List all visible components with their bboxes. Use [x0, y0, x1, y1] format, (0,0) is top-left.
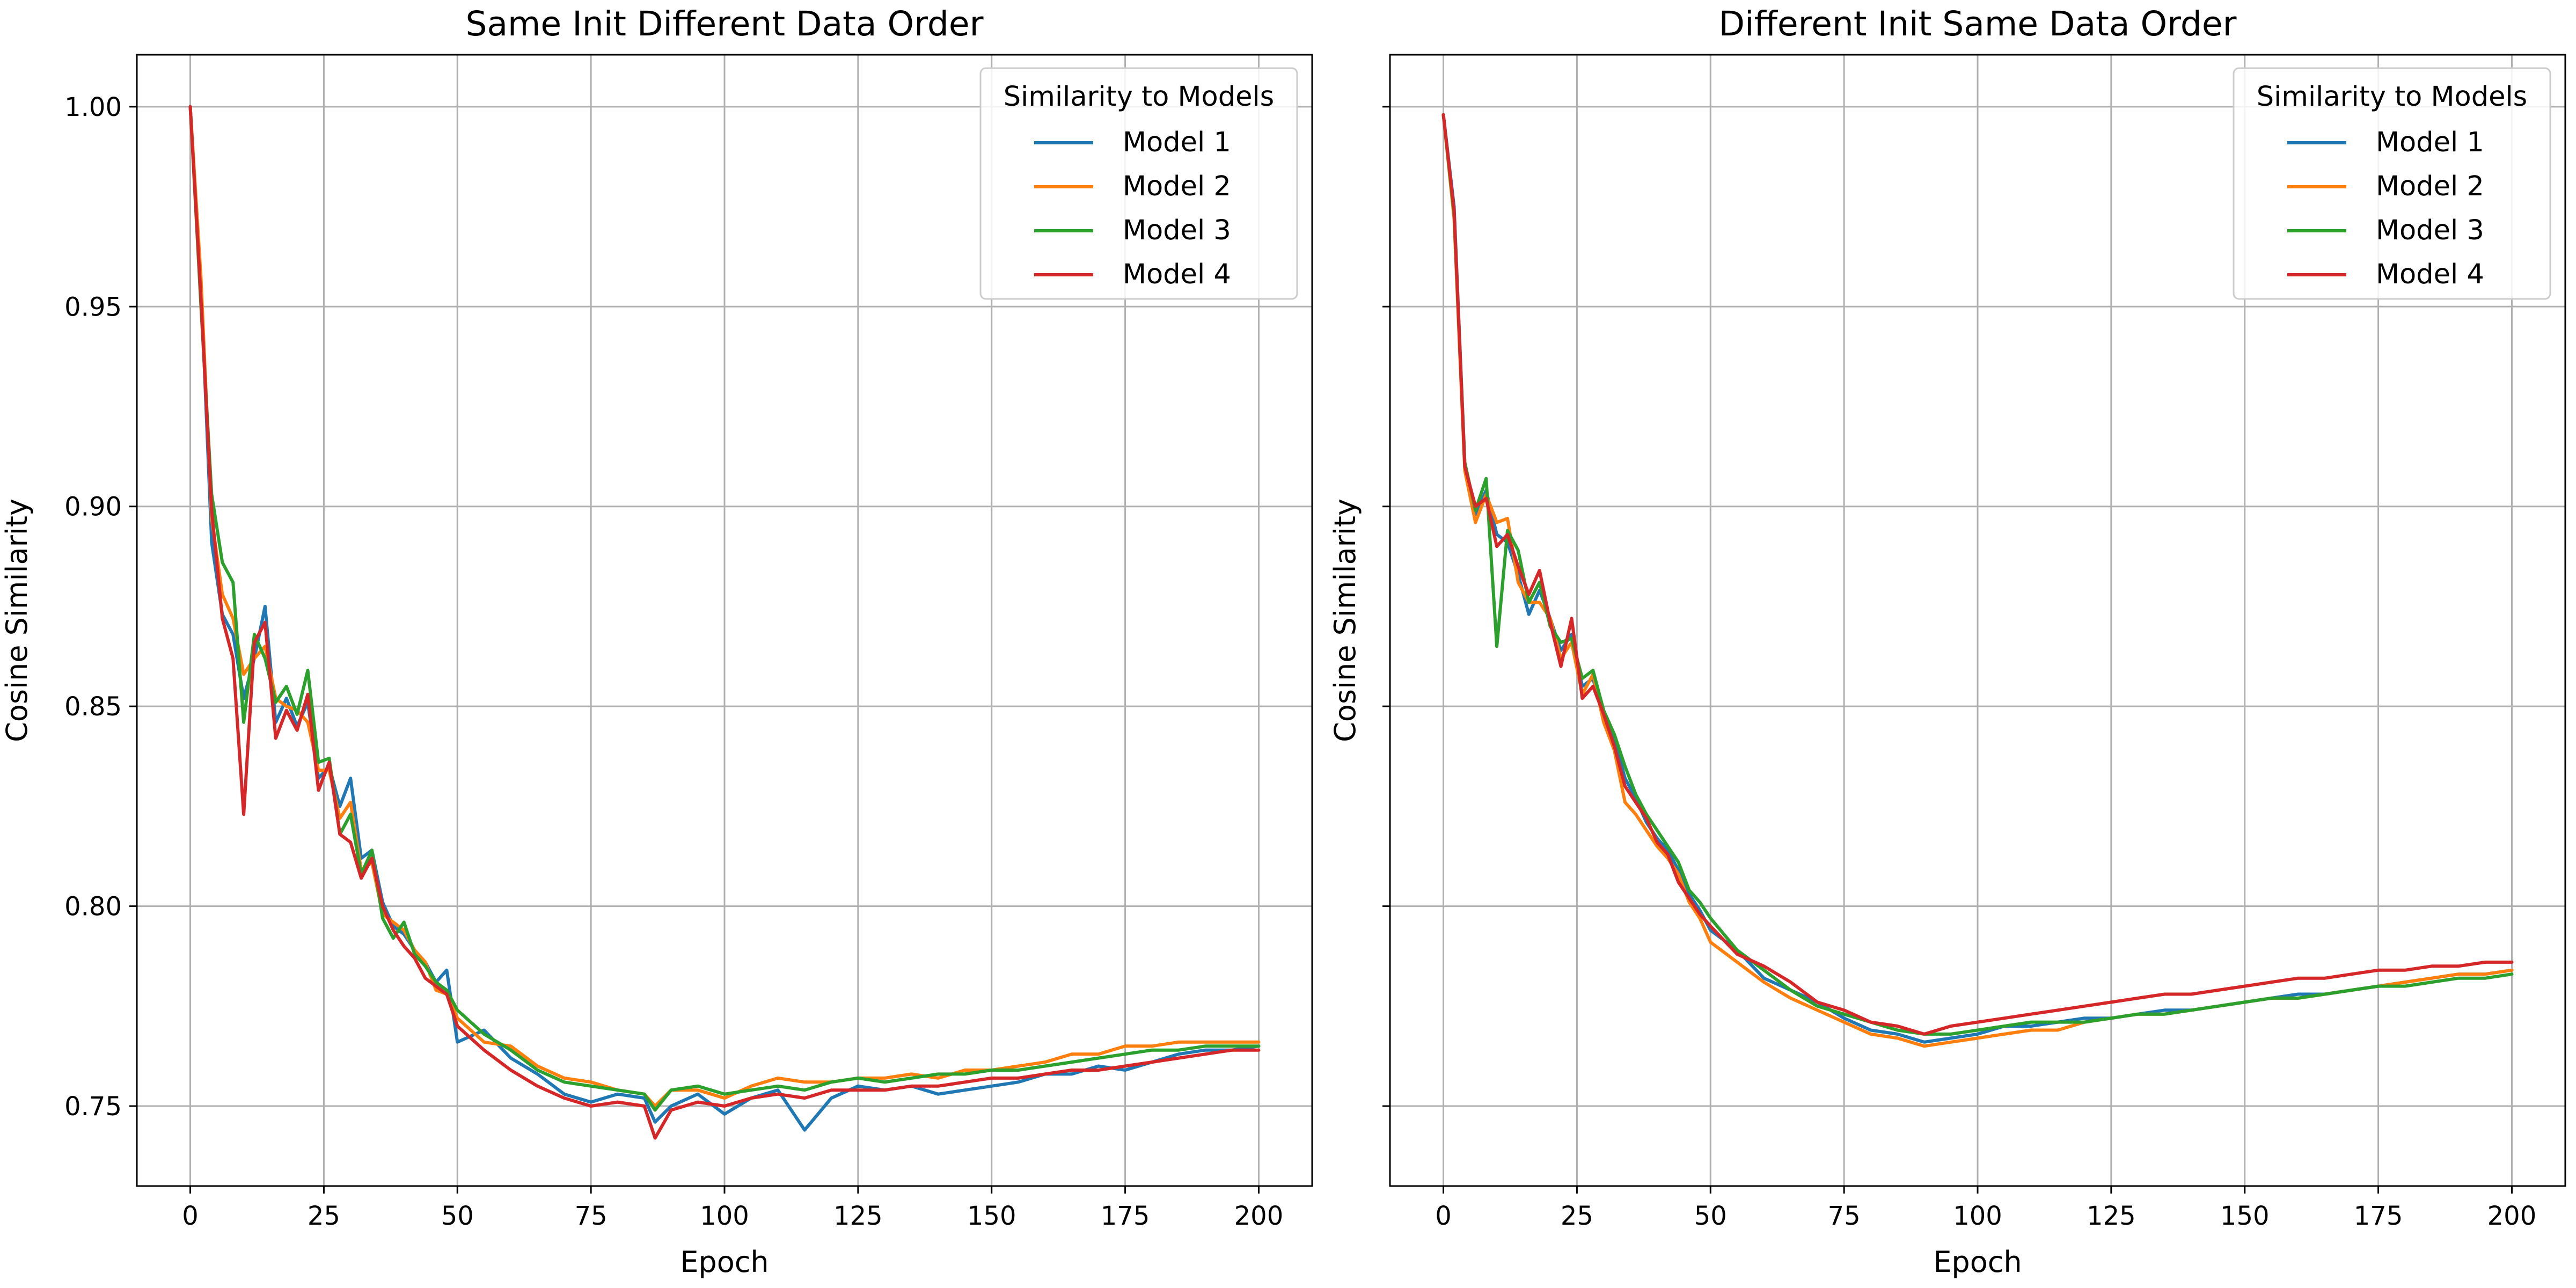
x-tick-label: 200 [2487, 1201, 2537, 1231]
x-tick-label: 125 [833, 1201, 883, 1231]
legend: Similarity to Models Model 1 Model 2 Model … [2233, 67, 2551, 300]
legend-entry-3: Model 3 [2376, 215, 2484, 246]
x-tick-label: 200 [1234, 1201, 1284, 1231]
x-tick-label: 50 [1694, 1201, 1727, 1231]
series-line-3 [1441, 113, 2514, 1036]
y-axis-label: Cosine Similarity [0, 499, 34, 742]
legend-entry-4: Model 4 [2376, 259, 2484, 290]
legend-entry-2: Model 2 [1123, 171, 1231, 202]
x-tick-label: 175 [2354, 1201, 2403, 1231]
y-tick-label: 1.00 [64, 92, 122, 122]
legend-entry-1: Model 1 [1123, 127, 1231, 158]
chart-panel-1: 0 25 50 75 100 125 150 175 200 0.75 0.80 0.85 0.90 0.… [0, 4, 1313, 1279]
x-tick-label: 75 [575, 1201, 608, 1231]
series-line-2 [188, 105, 1261, 1108]
x-tick-label: 25 [1561, 1201, 1593, 1231]
legend-entry-1: Model 1 [2376, 127, 2484, 158]
series-line-3 [188, 105, 1261, 1112]
chart-panel-2: 0 25 50 75 100 125 150 175 200 Different Init Sam… [1328, 4, 2566, 1279]
x-tick-label: 50 [441, 1201, 474, 1231]
y-tick-label: 0.90 [64, 492, 122, 522]
x-tick-label: 0 [182, 1201, 199, 1231]
x-tick-label: 0 [1435, 1201, 1452, 1231]
y-tick-label: 0.95 [64, 292, 122, 322]
y-axis-label: Cosine Similarity [1328, 499, 1362, 742]
series-line-4 [1441, 113, 2514, 1036]
x-tick-label: 150 [967, 1201, 1016, 1231]
legend-box [2233, 67, 2551, 300]
y-tick-label: 0.85 [64, 692, 122, 722]
legend-entry-3: Model 3 [1123, 215, 1231, 246]
x-tick-label: 125 [2087, 1201, 2136, 1231]
legend-title: Similarity to Models [1004, 81, 1274, 113]
legend-box [979, 67, 1298, 300]
x-tick-label: 175 [1101, 1201, 1150, 1231]
x-axis-label: Epoch [680, 1245, 769, 1279]
legend-title: Similarity to Models [2257, 81, 2527, 113]
x-tick-label: 75 [1828, 1201, 1861, 1231]
chart-title: Same Init Different Data Order [465, 4, 983, 43]
legend-entry-4: Model 4 [1123, 259, 1231, 290]
x-tick-label: 25 [308, 1201, 340, 1231]
legend: Similarity to Models Model 1 Model 2 Model … [979, 67, 1298, 300]
x-tick-label: 100 [1953, 1201, 2002, 1231]
series-line-4 [188, 105, 1261, 1140]
legend-entry-2: Model 2 [2376, 171, 2484, 202]
y-tick-label: 0.75 [64, 1092, 122, 1122]
y-tick-label: 0.80 [64, 892, 122, 922]
chart-title: Different Init Same Data Order [1718, 4, 2236, 43]
x-axis-label: Epoch [1933, 1245, 2022, 1279]
x-tick-label: 100 [700, 1201, 749, 1231]
x-tick-label: 150 [2220, 1201, 2270, 1231]
